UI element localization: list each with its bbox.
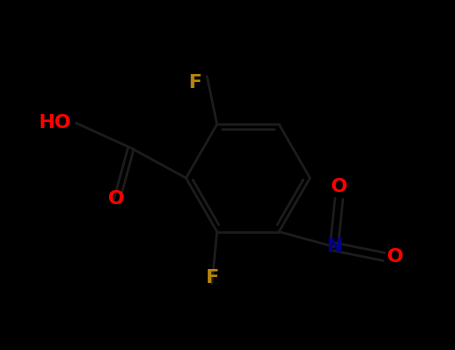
Text: N: N	[326, 237, 342, 256]
Text: F: F	[189, 73, 202, 92]
Text: O: O	[108, 189, 124, 208]
Text: HO: HO	[38, 113, 71, 133]
Text: F: F	[205, 268, 218, 287]
Text: O: O	[331, 177, 347, 196]
Text: O: O	[387, 247, 404, 266]
